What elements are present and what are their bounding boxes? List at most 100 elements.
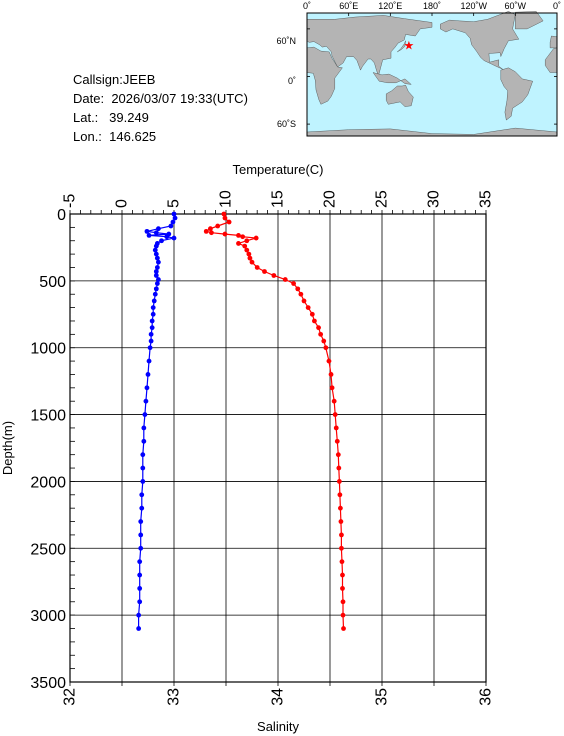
temperature-data-point xyxy=(222,215,228,221)
date-value: 2026/03/07 19:33(UTC) xyxy=(111,91,248,106)
map-lon-label: 60˚W xyxy=(505,1,527,11)
salinity-data-point xyxy=(148,331,154,337)
temperature-data-point xyxy=(339,559,345,565)
salinity-data-point xyxy=(152,291,158,297)
salinity-data-point xyxy=(141,425,147,431)
salinity-data-point xyxy=(144,228,150,234)
temperature-data-point xyxy=(246,251,252,257)
lon-value: 146.625 xyxy=(109,129,157,144)
temperature-data-point xyxy=(295,286,301,292)
temperature-data-point xyxy=(221,211,227,217)
temperature-data-point xyxy=(236,241,241,246)
salinity-data-point xyxy=(146,232,152,238)
temperature-data-point xyxy=(339,545,344,551)
temperature-data-point xyxy=(340,572,345,578)
temperature-data-point xyxy=(301,298,307,304)
lat-label: Lat.: xyxy=(73,110,99,125)
map-lat-label: 60˚N xyxy=(276,36,296,46)
depth-axis-title: Depth(m) xyxy=(0,421,15,475)
salinity-data-point xyxy=(168,223,174,229)
salinity-data-point xyxy=(150,311,156,317)
salinity-data-point xyxy=(156,259,161,265)
station-info: Callsign:JEEB Date: 2026/03/07 19:33(UTC… xyxy=(73,70,248,146)
map-lat-label: 0˚ xyxy=(288,76,296,86)
temperature-data-point xyxy=(338,505,343,511)
map-lon-label: 120˚E xyxy=(378,1,402,11)
salinity-data-point xyxy=(154,281,160,286)
salinity-tick-label: 35 xyxy=(374,688,391,706)
temperature-tick-label: -5 xyxy=(62,194,79,208)
salinity-data-point xyxy=(153,273,159,278)
temperature-data-point xyxy=(249,259,255,265)
salinity-tick-label: 32 xyxy=(62,688,79,706)
salinity-data-point xyxy=(154,265,160,270)
temperature-data-point xyxy=(312,318,317,324)
salinity-data-point xyxy=(149,318,155,324)
salinity-data-point xyxy=(139,492,145,498)
salinity-data-point xyxy=(137,559,143,565)
temperature-data-point xyxy=(340,586,345,591)
map-lon-label: 180˚ xyxy=(423,1,441,11)
salinity-data-point xyxy=(148,338,154,344)
depth-tick-label: 0 xyxy=(57,207,66,224)
salinity-data-point xyxy=(137,586,143,591)
salinity-data-point xyxy=(138,532,144,538)
temperature-data-point xyxy=(340,599,346,605)
temperature-data-point xyxy=(222,231,228,237)
salinity-data-point xyxy=(137,599,143,605)
salinity-data-point xyxy=(140,452,146,458)
temperature-tick-label: 0 xyxy=(114,199,131,208)
depth-tick-label: 1000 xyxy=(30,341,66,358)
temperature-data-point xyxy=(331,398,337,404)
temperature-data-point xyxy=(335,452,341,458)
temperature-data-point xyxy=(254,265,260,270)
temperature-data-point xyxy=(323,345,329,351)
salinity-tick-labels: 32 33 34 35 36 xyxy=(62,688,495,706)
temperature-data-point xyxy=(208,226,213,232)
temperature-data-point xyxy=(236,232,241,238)
depth-tick-label: 1500 xyxy=(30,408,66,425)
salinity-data-point xyxy=(138,519,144,524)
temperature-data-point xyxy=(282,277,288,282)
land-shape xyxy=(549,35,558,49)
salinity-data-point xyxy=(140,479,146,484)
depth-tick-label: 2500 xyxy=(30,541,66,558)
salinity-data-point xyxy=(156,277,161,282)
salinity-tick-label: 34 xyxy=(270,688,287,706)
temperature-data-point xyxy=(321,338,327,344)
temperature-data-point xyxy=(305,305,311,310)
temperature-tick-label: 35 xyxy=(478,190,495,208)
salinity-data-point xyxy=(153,243,159,249)
lon-label: Lon.: xyxy=(73,129,102,144)
temperature-data-point xyxy=(242,243,248,249)
temperature-axis-title: Temperature(C) xyxy=(232,162,323,177)
salinity-data-point xyxy=(140,465,146,471)
map-land xyxy=(306,11,558,137)
temperature-data-point xyxy=(309,311,315,317)
salinity-data-point xyxy=(145,372,151,377)
land-shape xyxy=(386,84,414,107)
salinity-data-point xyxy=(146,358,152,364)
temperature-data-point xyxy=(271,273,277,278)
salinity-data-point xyxy=(156,226,161,232)
temperature-tick-label: 20 xyxy=(322,190,339,208)
temperature-data-point xyxy=(318,331,324,337)
depth-tick-label: 3500 xyxy=(30,675,66,692)
temperature-data-point xyxy=(244,238,250,244)
salinity-data-point xyxy=(171,211,177,217)
land-shape xyxy=(397,40,406,53)
temperature-data-point xyxy=(316,325,321,331)
map-lon-label: 0˚ xyxy=(553,1,561,11)
land-shape xyxy=(500,67,533,121)
salinity-data-point xyxy=(149,325,155,331)
temperature-data-point xyxy=(240,234,246,240)
temperature-data-point xyxy=(328,372,334,377)
salinity-data-point xyxy=(147,345,153,351)
salinity-data-point xyxy=(164,234,170,240)
lat-value: 39.249 xyxy=(109,110,149,125)
salinity-data-point xyxy=(153,230,159,236)
temperature-data-point xyxy=(337,492,343,498)
temperature-data-point xyxy=(332,412,338,417)
temperature-data-point xyxy=(244,247,250,253)
